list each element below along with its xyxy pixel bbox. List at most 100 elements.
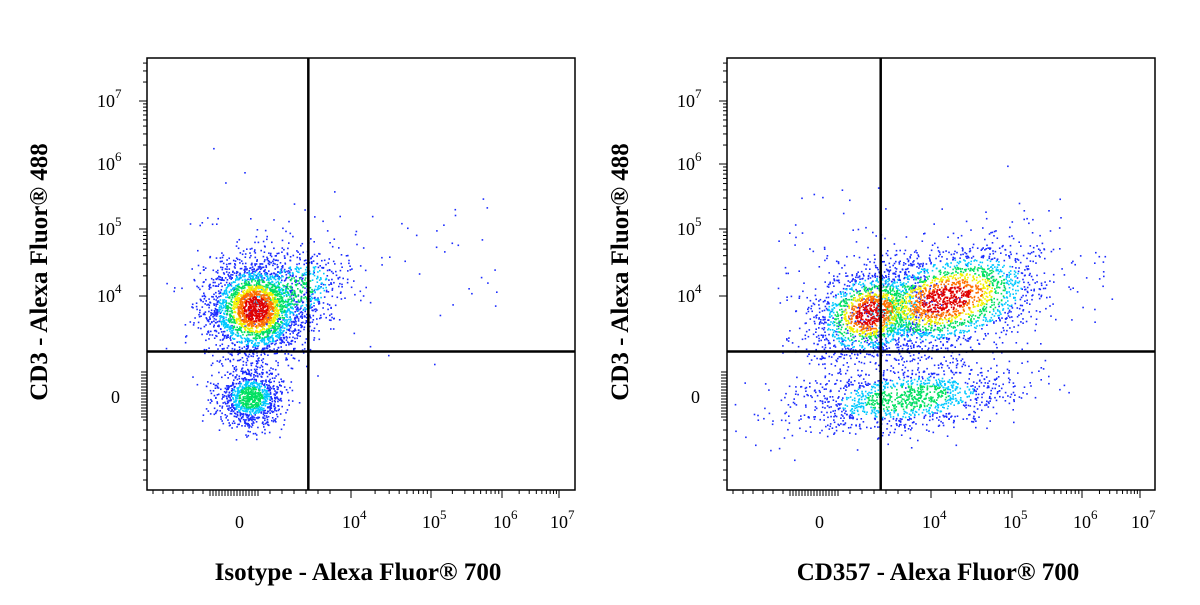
scatter-point — [292, 275, 294, 277]
scatter-point — [887, 255, 889, 257]
scatter-point — [266, 417, 268, 419]
scatter-point — [256, 306, 258, 308]
scatter-point — [318, 267, 320, 269]
scatter-point — [310, 349, 312, 351]
scatter-point — [241, 268, 243, 270]
scatter-point — [263, 401, 265, 403]
scatter-point — [244, 338, 246, 340]
scatter-point — [312, 310, 314, 312]
scatter-point — [218, 325, 220, 327]
scatter-point — [252, 391, 254, 393]
scatter-point — [258, 357, 260, 359]
scatter-point — [207, 217, 209, 219]
scatter-point — [263, 426, 265, 428]
scatter-point — [244, 275, 246, 277]
scatter-point — [219, 361, 221, 363]
scatter-point — [237, 332, 239, 334]
scatter-point — [240, 383, 242, 385]
scatter-point — [1026, 218, 1028, 220]
scatter-point — [796, 310, 798, 312]
scatter-point — [225, 268, 227, 270]
scatter-point — [1055, 319, 1057, 321]
scatter-point — [255, 257, 257, 259]
scatter-point — [264, 389, 266, 391]
scatter-point — [254, 372, 256, 374]
scatter-point — [255, 272, 257, 274]
scatter-point — [219, 318, 221, 320]
scatter-point — [300, 291, 302, 293]
scatter-point — [928, 430, 930, 432]
scatter-point — [321, 260, 323, 262]
scatter-point — [288, 400, 290, 402]
scatter-point — [210, 383, 212, 385]
scatter-point — [246, 310, 248, 312]
scatter-point — [887, 444, 889, 446]
scatter-point — [249, 252, 251, 254]
scatter-point — [444, 251, 446, 253]
scatter-point — [277, 271, 279, 273]
scatter-point — [225, 289, 227, 291]
scatter-point — [272, 368, 274, 370]
scatter-point — [281, 325, 283, 327]
scatter-point — [255, 252, 257, 254]
scatter-point — [253, 383, 255, 385]
scatter-point — [289, 290, 291, 292]
scatter-point — [239, 275, 241, 277]
scatter-point — [251, 330, 253, 332]
scatter-point — [256, 355, 258, 357]
scatter-point — [923, 233, 925, 235]
scatter-point — [236, 290, 238, 292]
scatter-point — [848, 380, 850, 382]
scatter-point — [273, 381, 275, 383]
scatter-point — [920, 263, 922, 265]
scatter-point — [294, 341, 296, 343]
scatter-point — [213, 279, 215, 281]
scatter-point — [297, 251, 299, 253]
scatter-point — [240, 315, 242, 317]
scatter-point — [276, 414, 278, 416]
scatter-point — [203, 266, 205, 268]
scatter-point — [824, 368, 826, 370]
scatter-point — [238, 387, 240, 389]
scatter-point — [204, 314, 206, 316]
scatter-point — [317, 287, 319, 289]
scatter-point — [234, 317, 236, 319]
scatter-point — [826, 258, 828, 260]
scatter-point — [232, 274, 234, 276]
scatter-point — [305, 309, 307, 311]
scatter-point — [253, 374, 255, 376]
scatter-point — [280, 391, 282, 393]
scatter-point — [1094, 309, 1096, 311]
scatter-point — [220, 328, 222, 330]
scatter-point — [276, 287, 278, 289]
scatter-point — [845, 275, 847, 277]
scatter-point — [282, 276, 284, 278]
scatter-point — [975, 420, 977, 422]
scatter-point — [246, 364, 248, 366]
scatter-point — [246, 348, 248, 350]
scatter-point — [267, 411, 269, 413]
scatter-point — [255, 365, 257, 367]
scatter-point — [263, 267, 265, 269]
scatter-point — [291, 321, 293, 323]
scatter-point — [279, 330, 281, 332]
scatter-point — [249, 411, 251, 413]
scatter-point — [277, 322, 279, 324]
scatter-point — [291, 368, 293, 370]
scatter-point — [238, 341, 240, 343]
scatter-point — [235, 366, 237, 368]
scatter-point — [221, 398, 223, 400]
scatter-point — [781, 400, 783, 402]
scatter-point — [290, 233, 292, 235]
scatter-point — [248, 370, 250, 372]
scatter-point — [280, 277, 282, 279]
scatter-point — [273, 348, 275, 350]
scatter-point — [279, 342, 281, 344]
scatter-point — [324, 260, 326, 262]
scatter-point — [212, 355, 214, 357]
scatter-point — [824, 247, 826, 249]
scatter-point — [244, 341, 246, 343]
scatter-point — [246, 269, 248, 271]
scatter-point — [276, 304, 278, 306]
scatter-point — [280, 296, 282, 298]
